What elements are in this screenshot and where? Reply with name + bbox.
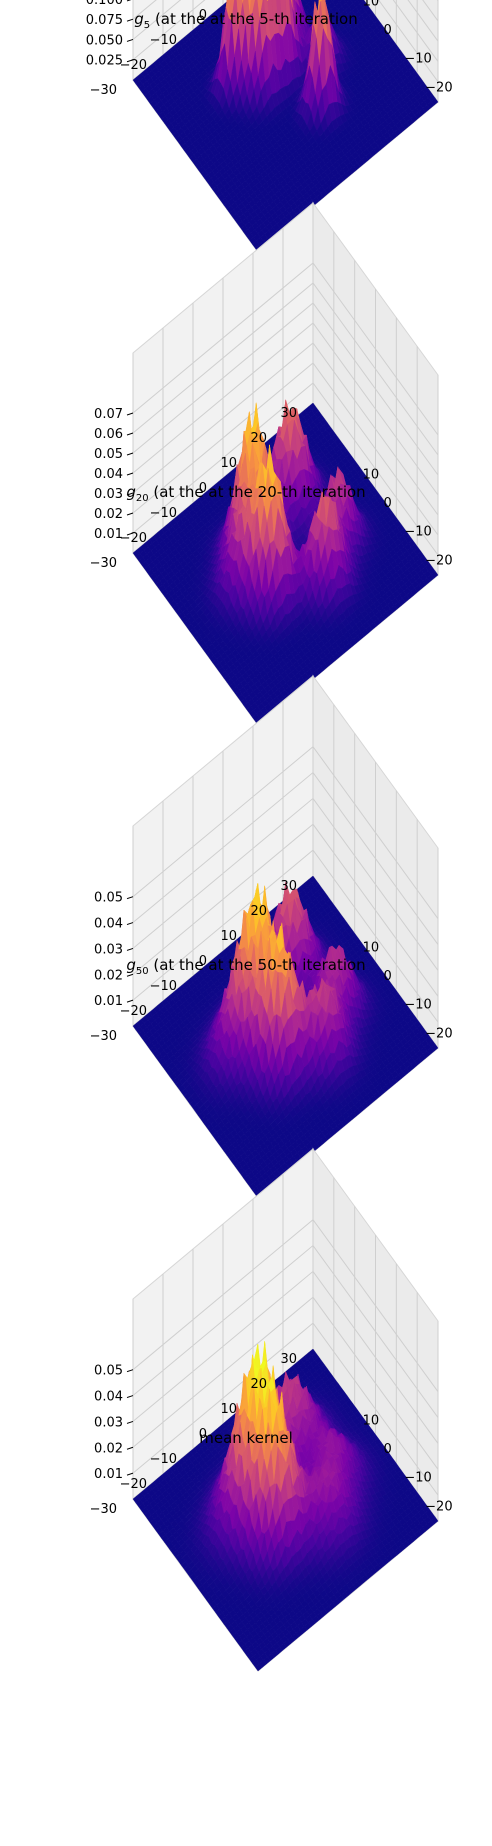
surface-patch	[247, 0, 252, 16]
z-tick-label: 0.100	[86, 0, 123, 8]
z-tick-mark	[126, 18, 134, 22]
x-tick-label: 20	[250, 431, 267, 446]
z-tick-label: 0.07	[94, 407, 123, 422]
x-tick-label: 0	[199, 8, 207, 23]
y-tick-label: 0	[384, 23, 392, 38]
surface-patch	[330, 0, 335, 3]
z-tick-label: 0.04	[94, 467, 123, 482]
z-tick-label: 0.075	[86, 13, 123, 28]
chart-panel-2: g20 (at the at the 20-th iteration0.070.…	[90, 201, 453, 726]
chart-title: g20 (at the at the 20-th iteration	[126, 483, 365, 504]
x-tick-label: −10	[150, 506, 177, 521]
chart-panel-3: g50 (at the at the 50-th iteration0.050.…	[90, 674, 453, 1199]
z-tick-label: 0.03	[94, 487, 123, 502]
z-tick-label: 0.050	[86, 33, 123, 48]
z-tick-label: 0.025	[86, 54, 123, 69]
z-tick-label: 0.02	[94, 507, 123, 522]
y-tick-label: −20	[425, 553, 452, 568]
z-tick-mark	[126, 412, 134, 416]
x-tick-label: −20	[120, 58, 147, 73]
x-tick-label: 30	[280, 406, 297, 421]
z-tick-mark	[126, 0, 132, 2]
z-tick-mark	[126, 472, 134, 476]
x-tick-label: 0	[199, 481, 207, 496]
grid-line	[132, 0, 439, 83]
grid-line	[132, 0, 439, 62]
x-tick-label: −20	[120, 531, 147, 546]
title-text: (at the at the 20-th iteration	[149, 483, 366, 501]
z-tick-label: 0.05	[94, 447, 123, 462]
z-tick-label: 0.06	[94, 427, 123, 442]
title-text: (at the at the 5-th iteration	[150, 10, 358, 28]
surface-patch	[294, 0, 296, 2]
chart-title: g5 (at the at the 5-th iteration	[134, 10, 357, 31]
y-tick-label: 0	[384, 496, 392, 511]
y-tick-label: −20	[425, 80, 452, 95]
y-tick-label: 10	[363, 0, 380, 9]
x-tick-label: −10	[150, 33, 177, 48]
z-tick-mark	[126, 432, 134, 436]
x-tick-label: −30	[90, 556, 117, 571]
title-subscript: 20	[136, 493, 149, 504]
z-tick-mark	[126, 38, 134, 42]
surface-plot	[132, 0, 439, 253]
title-variable: g	[134, 10, 144, 28]
y-tick-label: −10	[404, 52, 431, 67]
z-tick-mark	[126, 452, 134, 456]
x-tick-label: −30	[90, 83, 117, 98]
chart-panel-1: g5 (at the at the 5-th iteration0.1750.1…	[86, 0, 453, 253]
title-variable: g	[126, 483, 136, 501]
y-tick-label: −10	[404, 525, 431, 540]
z-tick-mark	[126, 512, 134, 516]
x-tick-label: 10	[220, 456, 237, 471]
y-tick-label: 10	[363, 467, 380, 482]
